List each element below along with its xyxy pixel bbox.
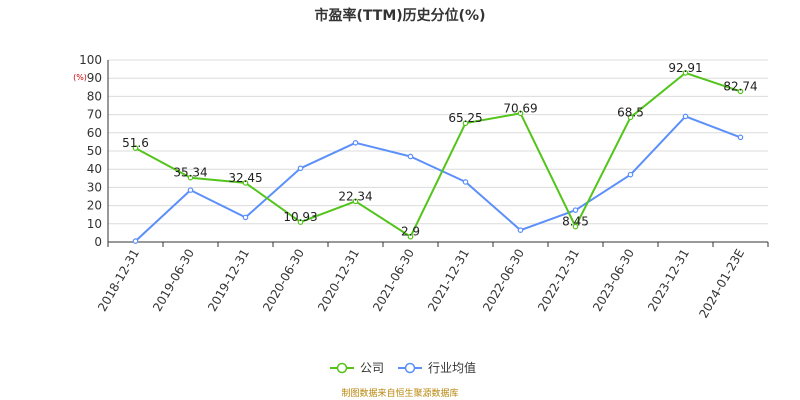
data-label: 2.9 bbox=[401, 225, 420, 239]
series-0-point bbox=[132, 145, 139, 151]
x-tick-label: 2023-12-31 bbox=[645, 247, 692, 314]
y-tick-label: 50 bbox=[87, 144, 102, 158]
legend-marker-1 bbox=[404, 362, 416, 374]
series-group bbox=[132, 70, 744, 244]
y-tick-label: 10 bbox=[87, 217, 102, 231]
grid-lines bbox=[108, 59, 768, 225]
x-tick-label: 2022-06-30 bbox=[480, 247, 527, 314]
series-line-0 bbox=[135, 71, 741, 238]
x-tick-label: 2019-06-30 bbox=[150, 247, 197, 314]
series-0-point bbox=[462, 120, 469, 127]
x-tick-label: 2019-12-31 bbox=[205, 247, 252, 314]
legend-marker-0 bbox=[336, 362, 348, 374]
series-line-1 bbox=[134, 115, 741, 242]
data-label: 70.69 bbox=[503, 101, 537, 115]
series-1-point bbox=[517, 227, 524, 233]
axes bbox=[107, 60, 769, 247]
data-label: 10.93 bbox=[283, 210, 317, 224]
series-0-point bbox=[737, 88, 744, 95]
data-label: 8.45 bbox=[562, 215, 589, 229]
series-0-point bbox=[572, 223, 579, 230]
data-labels: 51.6 35.34 32.45 10.93 22.34 2.9 65.25 70.69 8.4… bbox=[122, 61, 758, 239]
y-tick-label: 30 bbox=[87, 180, 102, 194]
x-tick-label: 2021-12-31 bbox=[425, 247, 472, 314]
y-tick-label: 70 bbox=[87, 108, 102, 122]
series-1-point bbox=[132, 238, 139, 244]
y-tick-label: 100 bbox=[79, 53, 102, 67]
series-0-point bbox=[517, 110, 524, 117]
data-label: 82.74 bbox=[723, 79, 757, 93]
chart-title: 市盈率(TTM)历史分位(%) bbox=[315, 7, 486, 24]
x-tick-label: 2024-01-23E bbox=[696, 247, 747, 321]
x-tick-label: 2023-06-30 bbox=[590, 247, 637, 314]
data-label: 35.34 bbox=[173, 166, 207, 180]
data-label: 32.45 bbox=[228, 171, 262, 185]
y-tick-label: 90 bbox=[87, 71, 102, 85]
data-label: 51.6 bbox=[122, 136, 149, 150]
y-axis-unit: (%) bbox=[73, 73, 87, 82]
x-tick-label: 2018-12-31 bbox=[95, 247, 142, 314]
series-1-point bbox=[352, 140, 359, 146]
y-tick-label: 20 bbox=[87, 199, 102, 213]
data-label: 68.5 bbox=[617, 105, 644, 119]
series-1-point bbox=[187, 187, 194, 193]
data-label: 22.34 bbox=[338, 189, 372, 203]
x-tick-label: 2020-12-31 bbox=[315, 247, 362, 314]
x-tick-label: 2020-06-30 bbox=[260, 247, 307, 314]
y-tick-label: 60 bbox=[87, 126, 102, 140]
legend[interactable]: 公司 行业均值 bbox=[330, 360, 476, 375]
series-0-point bbox=[627, 114, 634, 121]
series-0-point bbox=[352, 198, 359, 205]
x-tick-label: 2021-06-30 bbox=[370, 247, 417, 314]
legend-label-1: 行业均值 bbox=[428, 360, 476, 375]
series-0-point bbox=[297, 219, 304, 225]
legend-item-1[interactable]: 行业均值 bbox=[398, 360, 476, 375]
series-1-point bbox=[737, 134, 744, 141]
data-label: 92.91 bbox=[668, 61, 702, 75]
y-axis-ticks: 0 10 20 30 40 50 60 70 80 90 100 bbox=[79, 53, 102, 249]
y-tick-label: 80 bbox=[87, 89, 102, 103]
series-0-point bbox=[407, 233, 414, 240]
data-label: 65.25 bbox=[448, 111, 482, 125]
series-1-point bbox=[682, 113, 689, 120]
series-1-point bbox=[242, 214, 249, 221]
legend-label-0: 公司 bbox=[360, 361, 384, 375]
series-1-point bbox=[627, 171, 634, 178]
x-tick-label: 2022-12-31 bbox=[535, 247, 582, 314]
series-0-point bbox=[187, 174, 194, 181]
series-0-point bbox=[682, 70, 689, 76]
series-1-point bbox=[407, 153, 414, 160]
series-1-point bbox=[297, 165, 304, 172]
series-0-point bbox=[242, 180, 249, 186]
y-tick-label: 40 bbox=[87, 162, 102, 176]
series-1-point bbox=[462, 179, 469, 185]
source-note: 制图数据来自恒生聚源数据库 bbox=[341, 387, 458, 399]
y-tick-label: 0 bbox=[94, 235, 102, 249]
x-axis-ticks: 2018-12-31 2019-06-30 2019-12-31 2020-06-30… bbox=[95, 247, 747, 321]
legend-item-0[interactable]: 公司 bbox=[330, 361, 384, 375]
series-1-point bbox=[572, 207, 579, 213]
